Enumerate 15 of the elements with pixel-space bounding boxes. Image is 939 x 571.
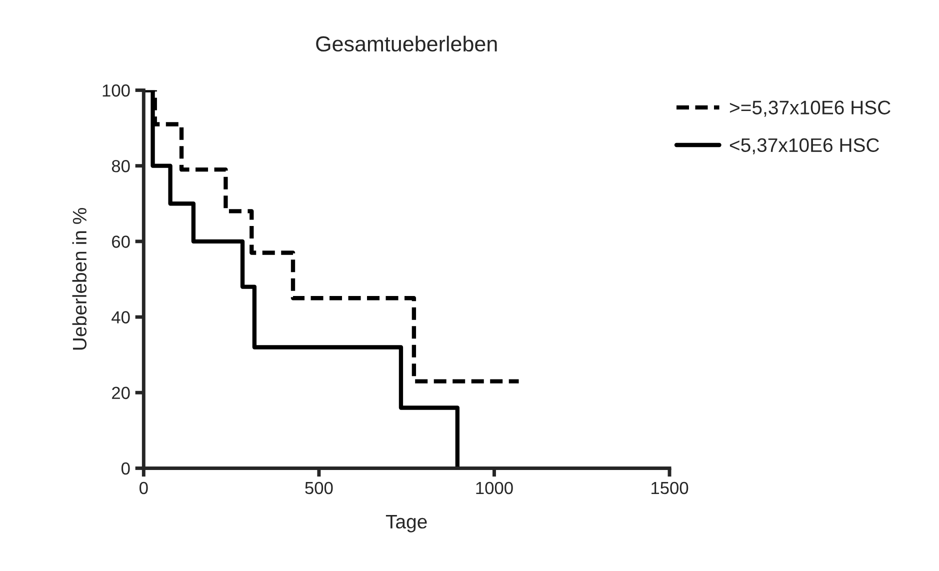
y-tick-label: 100 [102,84,130,97]
y-tick-label: 40 [112,311,130,324]
x-tick-label: 1500 [652,482,688,494]
chart-title: Gesamtueberleben [316,36,497,52]
y-tick-label: 80 [112,160,130,172]
legend-label: <5,37x10E6 HSC [730,138,880,154]
y-tick-label: 20 [112,386,130,400]
x-tick-label: 500 [305,482,333,494]
y-tick-label: 60 [112,236,130,248]
y-axis-title: Ueberleben in % [72,208,87,350]
legend-label: >=5,37x10E6 HSC [730,100,890,117]
x-tick-label: 0 [140,482,148,494]
y-tick-label: 0 [121,462,130,475]
x-axis-title: Tage [386,514,427,532]
x-tick-label: 1000 [476,482,513,494]
